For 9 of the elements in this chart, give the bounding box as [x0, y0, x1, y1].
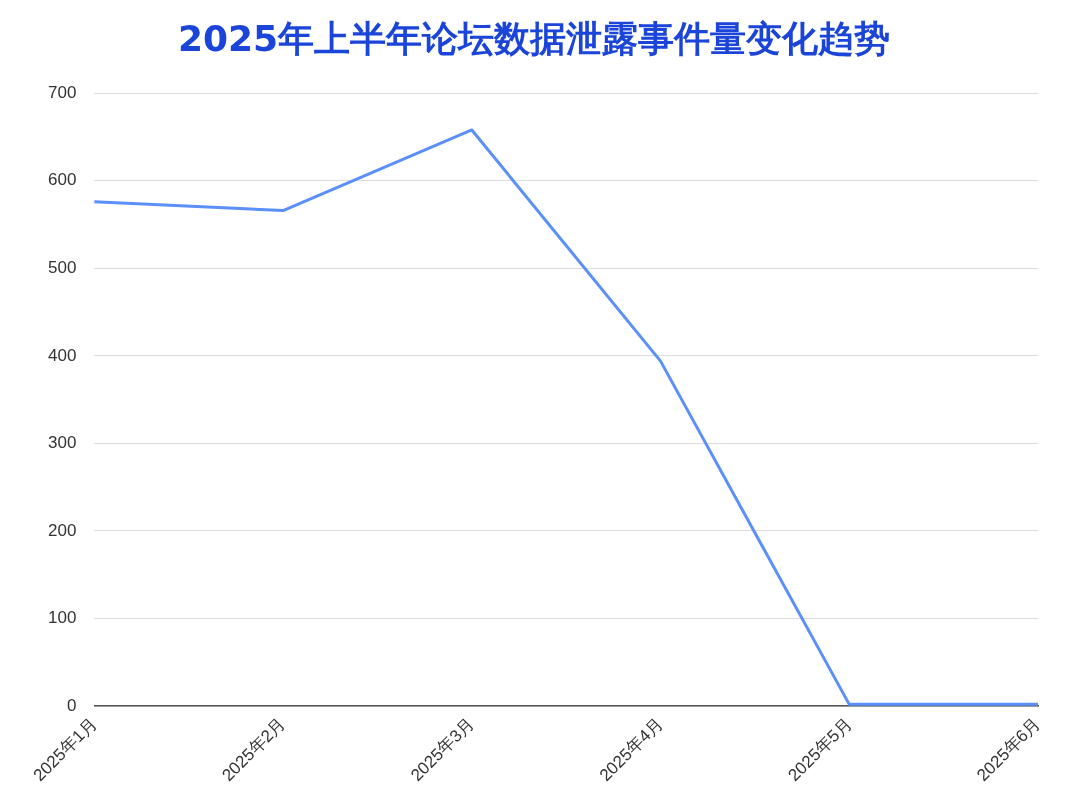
y-tick-label: 600: [47, 170, 77, 190]
y-tick-label: 100: [47, 608, 77, 628]
y-tick-label: 700: [47, 82, 77, 102]
y-tick-label: 400: [47, 345, 77, 365]
y-tick-label: 500: [47, 258, 77, 277]
y-tick-label: 200: [47, 520, 77, 540]
y-tick-label: 0: [66, 695, 77, 715]
chart-title: 2025年上半年论坛数据泄露事件量变化趋势: [177, 17, 891, 59]
y-tick-label: 300: [47, 433, 77, 453]
